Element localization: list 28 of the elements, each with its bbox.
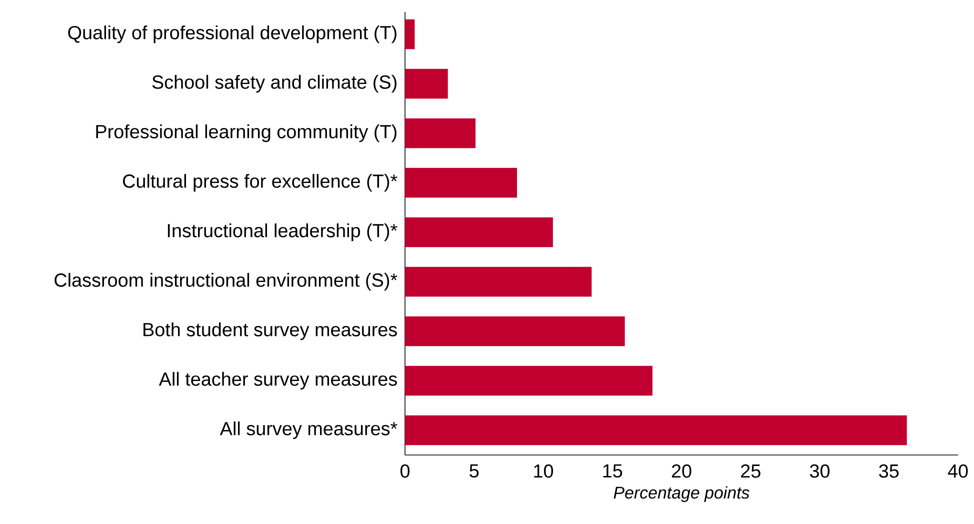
x-tick-label: 20 <box>672 464 692 478</box>
bar <box>405 118 476 148</box>
bar <box>405 266 592 297</box>
y-tick-label: Instructional leadership (T)* <box>168 223 398 242</box>
y-tick-label: School safety and climate (S) <box>152 74 396 93</box>
bar <box>405 19 415 50</box>
bar <box>405 415 907 446</box>
y-tick-label: Cultural press for excellence (T)* <box>122 174 398 192</box>
x-axis-title: Percentage points <box>614 486 750 502</box>
x-tick-label: 35 <box>879 464 899 478</box>
y-tick-label: Professional learning community (T) <box>96 124 396 142</box>
x-tick-label: 25 <box>741 464 760 478</box>
y-tick-label: All survey measures* <box>220 421 398 440</box>
y-tick-label: Both student survey measures <box>144 322 397 340</box>
bar <box>405 168 517 198</box>
bar <box>405 68 448 99</box>
x-tick-label: 0 <box>400 464 410 478</box>
bar <box>405 316 625 346</box>
y-tick-label: All teacher survey measures <box>158 372 397 390</box>
bar <box>405 217 553 248</box>
y-tick-label: Quality of professional development (T) <box>68 25 396 44</box>
x-tick-label: 5 <box>470 464 479 478</box>
x-tick-label: 30 <box>810 464 830 478</box>
x-tick-label: 15 <box>603 464 622 478</box>
x-tick-label: 10 <box>534 464 554 478</box>
x-tick-label: 40 <box>948 464 968 478</box>
bar <box>405 366 652 396</box>
y-tick-label: Classroom instructional environment (S)* <box>54 272 398 291</box>
